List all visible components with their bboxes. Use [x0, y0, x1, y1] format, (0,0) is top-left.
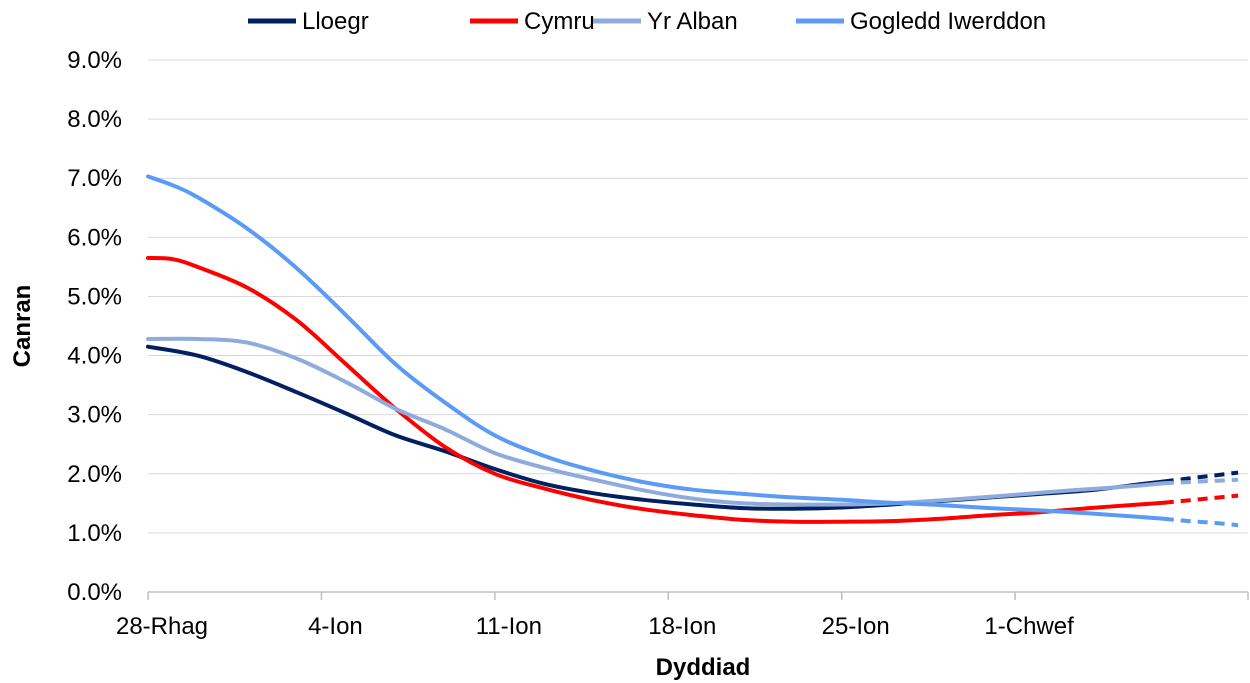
- series-line: [146, 336, 1166, 507]
- series-line: [146, 174, 1166, 521]
- y-tick-label: 3.0%: [67, 402, 122, 429]
- x-tick-label: 25-Ion: [822, 613, 890, 640]
- x-tick-label: 1-Chwef: [984, 613, 1074, 640]
- y-tick-label: 0.0%: [67, 579, 122, 606]
- series-projection-line: [1163, 477, 1239, 486]
- gridlines: [148, 59, 1248, 534]
- legend-label: Lloegr: [302, 8, 369, 35]
- series-line: [146, 256, 1166, 524]
- y-axis-title: Canran: [9, 285, 36, 368]
- x-tick-label: 4-Ion: [308, 613, 363, 640]
- y-tick-label: 4.0%: [67, 343, 122, 370]
- y-tick-label: 2.0%: [67, 461, 122, 488]
- legend-label: Gogledd Iwerddon: [850, 8, 1046, 35]
- x-tick-label: 18-Ion: [648, 613, 716, 640]
- x-tick-label: 28-Rhag: [116, 613, 208, 640]
- x-tick-label: 11-Ion: [476, 613, 542, 640]
- y-tick-label: 6.0%: [67, 224, 122, 251]
- axes: 0.0% 1.0% 2.0% 3.0% 4.0% 5.0% 6.0% 7.0% 8.0% 9.0%…: [67, 47, 1249, 640]
- x-axis-title: Dyddiad: [656, 654, 751, 681]
- y-tick-label: 1.0%: [67, 520, 122, 547]
- legend-label: Yr Alban: [647, 8, 738, 35]
- y-tick-label: 8.0%: [67, 106, 122, 133]
- series-projection-line: [1163, 516, 1239, 528]
- legend: Lloegr Cymru Yr Alban Gogledd Iwerddon: [248, 8, 1046, 35]
- y-tick-label: 7.0%: [67, 165, 122, 192]
- series-projection-line: [1163, 493, 1239, 505]
- series-projection-line: [1163, 470, 1239, 484]
- y-tick-label: 5.0%: [67, 283, 122, 310]
- series-lines: [146, 174, 1239, 528]
- y-tick-label: 9.0%: [67, 47, 122, 74]
- legend-label: Cymru: [524, 8, 595, 35]
